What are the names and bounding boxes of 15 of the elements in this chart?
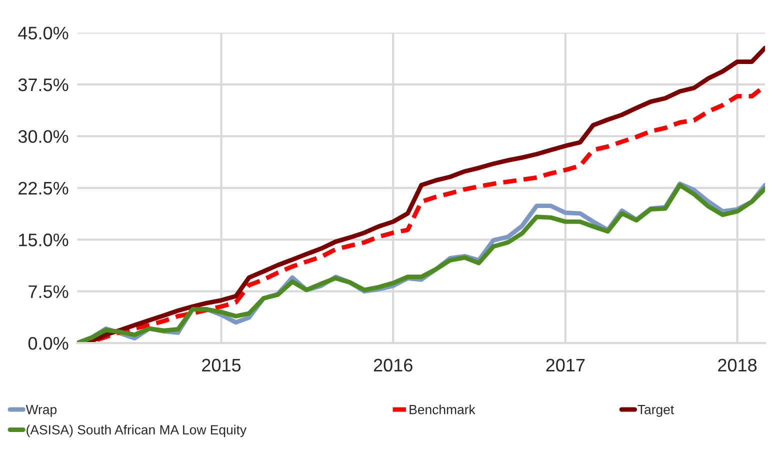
y-tick-label: 0.0% — [28, 336, 68, 350]
y-tick-label: 15.0% — [19, 234, 68, 246]
y-tick-label: 7.5% — [28, 285, 68, 298]
legend-label: Target — [638, 405, 674, 417]
x-tick-label: 2016 — [374, 358, 412, 372]
y-tick-label: 37.5% — [18, 78, 68, 92]
y-tick-label: 30.0% — [18, 130, 68, 143]
y-tick-label: 22.5% — [18, 182, 68, 195]
x-tick-label: 2017 — [546, 358, 585, 372]
legend-label: Benchmark — [410, 404, 476, 414]
x-tick-label: 2015 — [202, 358, 241, 372]
legend-label: Wrap — [26, 405, 57, 417]
x-tick-label: 2018 — [718, 358, 757, 372]
legend-label: (ASISA) South African MA Low Equity — [26, 424, 247, 438]
y-tick-label: 45.0% — [18, 26, 68, 40]
